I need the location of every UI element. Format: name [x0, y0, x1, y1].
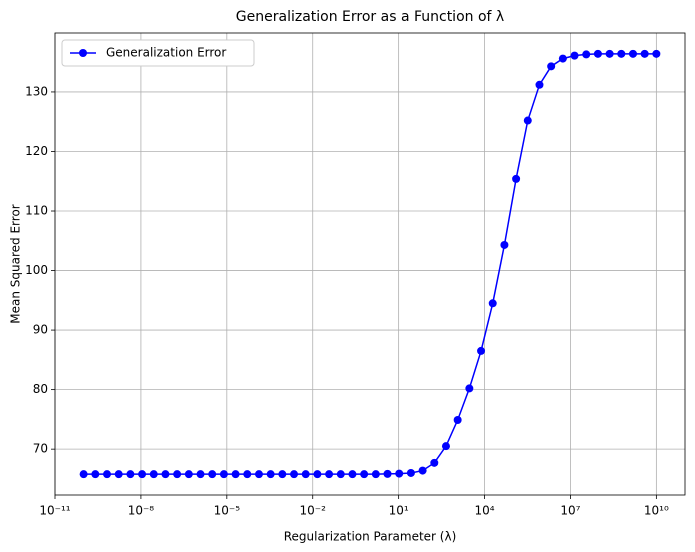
data-point	[512, 174, 521, 183]
data-point	[430, 458, 439, 467]
data-point	[523, 116, 532, 125]
data-point	[208, 470, 217, 479]
data-point	[371, 470, 380, 479]
data-point	[290, 470, 299, 479]
x-axis-label: Regularization Parameter (λ)	[284, 530, 457, 544]
data-point	[196, 470, 205, 479]
data-point	[465, 384, 474, 393]
data-point	[500, 240, 509, 249]
y-tick-label: 80	[33, 382, 48, 396]
data-point	[652, 49, 661, 58]
data-point	[605, 49, 614, 58]
data-point	[348, 470, 357, 479]
y-tick-label: 70	[33, 442, 48, 456]
data-point	[301, 470, 310, 479]
data-point	[243, 470, 252, 479]
y-tick-label: 90	[33, 323, 48, 337]
data-point	[477, 346, 486, 355]
data-point	[254, 470, 263, 479]
legend-label: Generalization Error	[106, 46, 226, 60]
data-point	[383, 469, 392, 478]
data-point	[628, 49, 637, 58]
data-point	[79, 470, 88, 479]
x-tick-label: 10⁻²	[300, 504, 327, 518]
data-point	[91, 470, 100, 479]
data-point	[149, 470, 158, 479]
legend-box	[61, 39, 255, 67]
data-point	[126, 470, 135, 479]
data-point	[453, 415, 462, 424]
data-point	[161, 470, 170, 479]
y-tick-label: 130	[25, 84, 48, 98]
y-axis-label: Mean Squared Error	[9, 204, 23, 324]
data-point	[266, 470, 275, 479]
y-tick-label: 110	[25, 204, 48, 218]
x-tick-label: 10⁷	[560, 504, 580, 518]
y-tick-label: 120	[25, 144, 48, 158]
x-tick-label: 10⁴	[474, 504, 494, 518]
x-tick-label: 10⁻⁵	[214, 504, 241, 518]
data-point	[570, 51, 579, 60]
data-point	[173, 470, 182, 479]
data-point	[406, 468, 415, 477]
data-point	[441, 442, 450, 451]
data-point	[418, 466, 427, 475]
data-point	[582, 50, 591, 59]
legend-marker	[79, 49, 87, 57]
data-point	[184, 470, 193, 479]
data-point	[617, 49, 626, 58]
data-point	[231, 470, 240, 479]
data-point	[395, 469, 404, 478]
data-point	[313, 470, 322, 479]
x-tick-label: 10⁻¹¹	[39, 504, 70, 518]
x-tick-label: 10¹	[389, 504, 409, 518]
data-point	[593, 49, 602, 58]
data-point	[138, 470, 147, 479]
data-point	[278, 470, 287, 479]
data-point	[114, 470, 123, 479]
x-tick-label: 10¹⁰	[644, 504, 669, 518]
data-point	[558, 54, 567, 63]
data-point	[336, 470, 345, 479]
x-tick-label: 10⁻⁸	[128, 504, 155, 518]
y-tick-label: 100	[25, 263, 48, 277]
plot-frame	[54, 32, 686, 496]
data-point	[488, 299, 497, 308]
data-point	[360, 470, 369, 479]
data-point	[547, 62, 556, 71]
data-point	[219, 470, 228, 479]
chart-title: Generalization Error as a Function of λ	[236, 9, 504, 25]
data-point	[535, 80, 544, 89]
data-point	[325, 470, 334, 479]
data-point	[640, 49, 649, 58]
data-point	[103, 470, 112, 479]
